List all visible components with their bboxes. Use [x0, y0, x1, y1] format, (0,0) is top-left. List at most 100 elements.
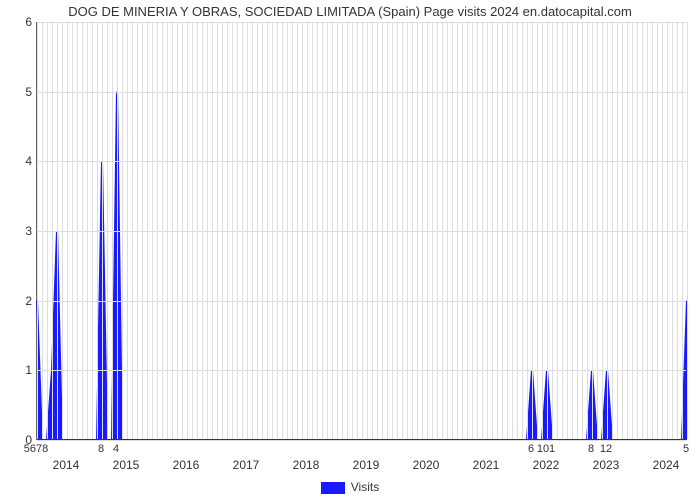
gridline-v [127, 22, 128, 439]
gridline-v [357, 22, 358, 439]
gridline-v [572, 22, 573, 439]
gridline-v [677, 22, 678, 439]
gridline-v [242, 22, 243, 439]
gridline-v [687, 22, 688, 439]
gridline-v [207, 22, 208, 439]
gridline-v [287, 22, 288, 439]
gridline-v [232, 22, 233, 439]
gridline-v [307, 22, 308, 439]
gridline-v [597, 22, 598, 439]
gridline-v [492, 22, 493, 439]
data-point-label: 8 [588, 443, 594, 455]
gridline-v [212, 22, 213, 439]
gridline-v [602, 22, 603, 439]
gridline-v [577, 22, 578, 439]
gridline-v [377, 22, 378, 439]
gridline-v [192, 22, 193, 439]
gridline-v [302, 22, 303, 439]
gridline-v [682, 22, 683, 439]
gridline-v [402, 22, 403, 439]
gridline-v [82, 22, 83, 439]
y-axis-label: 6 [18, 15, 32, 29]
x-axis-year-label: 2024 [653, 458, 680, 472]
gridline-v [617, 22, 618, 439]
gridline-v [467, 22, 468, 439]
gridline-v [297, 22, 298, 439]
gridline-v [422, 22, 423, 439]
gridline-v [487, 22, 488, 439]
legend: Visits [0, 480, 700, 494]
y-axis-label: 4 [18, 154, 32, 168]
gridline-v [142, 22, 143, 439]
gridline-v [67, 22, 68, 439]
gridline-v [102, 22, 103, 439]
gridline-v [367, 22, 368, 439]
gridline-v [257, 22, 258, 439]
gridline-v [542, 22, 543, 439]
gridline-v [167, 22, 168, 439]
gridline-v [337, 22, 338, 439]
gridline-v [322, 22, 323, 439]
gridline-v [182, 22, 183, 439]
x-axis-year-label: 2014 [53, 458, 80, 472]
gridline-v [532, 22, 533, 439]
gridline-v [522, 22, 523, 439]
gridline-v [42, 22, 43, 439]
gridline-v [272, 22, 273, 439]
gridline-v [197, 22, 198, 439]
x-axis-year-label: 2015 [113, 458, 140, 472]
gridline-v [277, 22, 278, 439]
gridline-v [92, 22, 93, 439]
gridline-v [227, 22, 228, 439]
legend-label: Visits [351, 480, 379, 494]
gridline-v [407, 22, 408, 439]
gridline-v [37, 22, 38, 439]
data-point-label: 5678 [24, 443, 48, 455]
gridline-v [177, 22, 178, 439]
gridline-v [382, 22, 383, 439]
gridline-v [217, 22, 218, 439]
gridline-v [557, 22, 558, 439]
gridline-v [417, 22, 418, 439]
data-point-label: 8 [98, 443, 104, 455]
gridline-v [237, 22, 238, 439]
gridline-v [152, 22, 153, 439]
gridline-v [482, 22, 483, 439]
gridline-v [647, 22, 648, 439]
gridline-v [622, 22, 623, 439]
y-axis-label: 1 [18, 363, 32, 377]
gridline-v [537, 22, 538, 439]
x-axis-year-label: 2017 [233, 458, 260, 472]
gridline-v [147, 22, 148, 439]
gridline-v [587, 22, 588, 439]
gridline-v [562, 22, 563, 439]
gridline-v [262, 22, 263, 439]
gridline-v [632, 22, 633, 439]
gridline-v [637, 22, 638, 439]
gridline-v [397, 22, 398, 439]
data-point-label: 6 [528, 443, 534, 455]
gridline-v [247, 22, 248, 439]
gridline-v [652, 22, 653, 439]
gridline-v [457, 22, 458, 439]
gridline-v [672, 22, 673, 439]
gridline-v [502, 22, 503, 439]
gridline-v [607, 22, 608, 439]
plot-area [36, 22, 686, 440]
gridline-v [327, 22, 328, 439]
gridline-v [342, 22, 343, 439]
gridline-v [347, 22, 348, 439]
gridline-v [462, 22, 463, 439]
gridline-v [62, 22, 63, 439]
gridline-v [157, 22, 158, 439]
gridline-v [47, 22, 48, 439]
gridline-h [37, 440, 686, 441]
data-point-label: 4 [113, 443, 119, 455]
x-axis-year-label: 2023 [593, 458, 620, 472]
gridline-v [432, 22, 433, 439]
y-axis-label: 2 [18, 294, 32, 308]
gridline-v [77, 22, 78, 439]
gridline-v [282, 22, 283, 439]
gridline-v [412, 22, 413, 439]
gridline-v [517, 22, 518, 439]
